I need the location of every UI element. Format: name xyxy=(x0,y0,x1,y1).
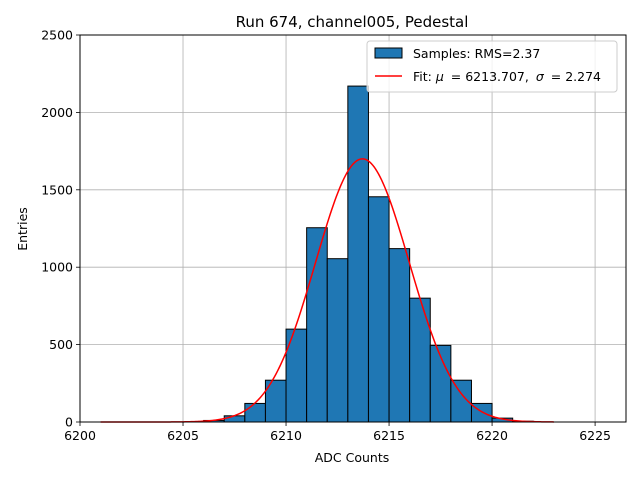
y-axis-ticks: 0 500 1000 1500 2000 2500 xyxy=(41,28,80,430)
histogram-bars xyxy=(203,85,534,423)
x-axis-ticks: 6200 6205 6210 6215 6220 6225 xyxy=(64,422,611,443)
histogram-bar xyxy=(326,258,349,423)
x-axis-label: ADC Counts xyxy=(315,450,390,465)
legend: Samples: RMS=2.37 Fit: μ = 6213.707, σ =… xyxy=(366,40,618,93)
y-axis-label: Entries xyxy=(15,207,30,251)
legend-histogram-label: Samples: RMS=2.37 xyxy=(413,46,540,61)
histogram-bar xyxy=(367,196,390,423)
legend-fit-mu-symbol: μ xyxy=(435,69,444,84)
y-tick-label: 1000 xyxy=(41,260,73,275)
chart-title: Run 674, channel005, Pedestal xyxy=(236,13,469,31)
legend-fit-sigma-symbol: σ xyxy=(536,69,545,84)
legend-fit-prefix: Fit: xyxy=(413,69,436,84)
y-tick-label: 2500 xyxy=(41,28,73,43)
x-tick-label: 6200 xyxy=(64,428,96,443)
y-tick-label: 1500 xyxy=(41,182,73,197)
histogram-bar xyxy=(409,297,431,423)
x-tick-label: 6220 xyxy=(476,428,508,443)
legend-fit-label: Fit: μ = 6213.707, σ = 2.274 xyxy=(413,69,601,84)
x-tick-label: 6225 xyxy=(579,428,611,443)
legend-box xyxy=(366,40,618,93)
plot-frame xyxy=(79,34,627,423)
histogram-bar xyxy=(347,85,369,423)
legend-fit-sigma-value: = 2.274 xyxy=(551,69,601,84)
x-tick-label: 6210 xyxy=(270,428,302,443)
histogram-bar xyxy=(388,248,411,423)
histogram-bar xyxy=(244,402,266,423)
histogram-bar xyxy=(223,415,246,423)
y-tick-label: 2000 xyxy=(41,105,73,120)
legend-fit-mu-value: = 6213.707, xyxy=(451,69,529,84)
x-tick-label: 6205 xyxy=(167,428,199,443)
y-tick-label: 500 xyxy=(49,337,73,352)
x-tick-label: 6215 xyxy=(373,428,405,443)
y-tick-label: 0 xyxy=(65,415,73,430)
legend-histogram-swatch xyxy=(374,47,403,59)
